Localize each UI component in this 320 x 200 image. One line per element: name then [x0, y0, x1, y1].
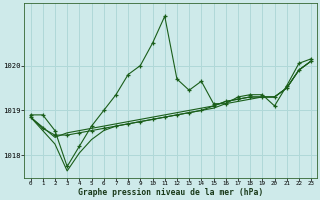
- X-axis label: Graphe pression niveau de la mer (hPa): Graphe pression niveau de la mer (hPa): [78, 188, 263, 197]
